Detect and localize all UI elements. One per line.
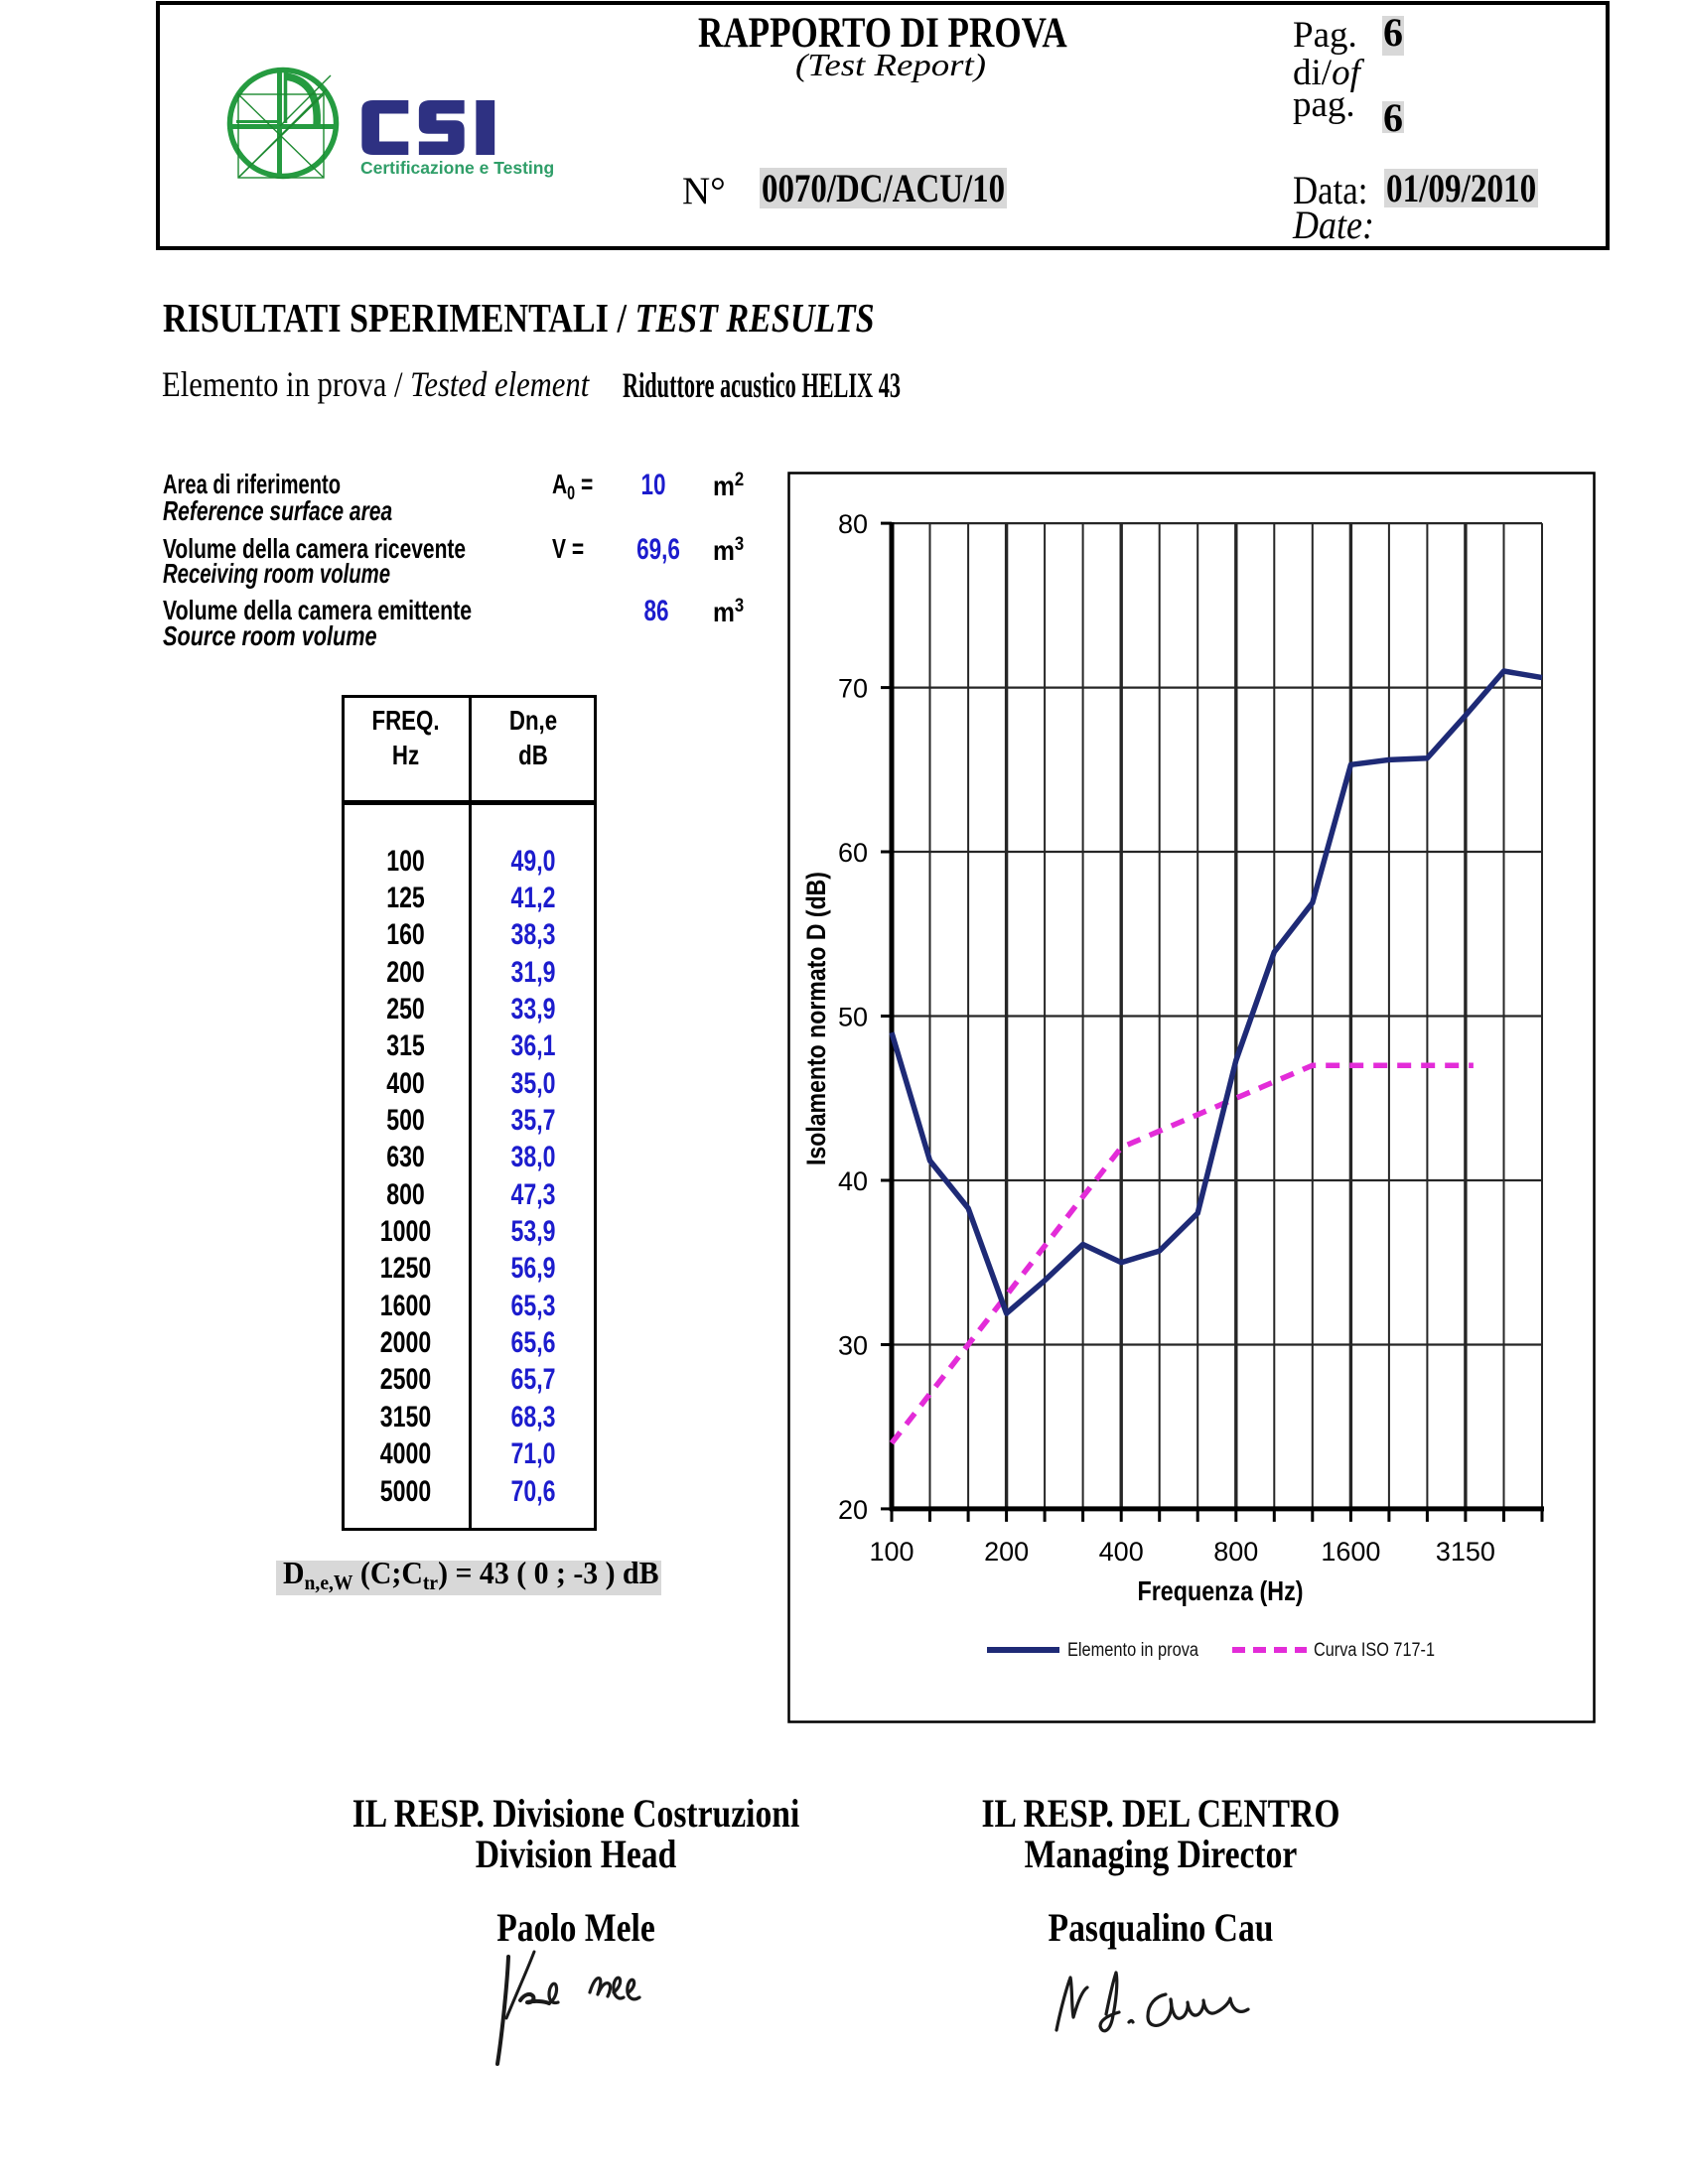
- svg-text:Curva ISO 717-1: Curva ISO 717-1: [1314, 1640, 1435, 1661]
- svg-text:40: 40: [838, 1166, 868, 1196]
- svg-text:800: 800: [1213, 1537, 1258, 1567]
- svg-text:20: 20: [838, 1495, 868, 1525]
- svg-text:80: 80: [838, 509, 868, 539]
- svg-text:Elemento in prova: Elemento in prova: [1067, 1640, 1198, 1661]
- svg-text:30: 30: [838, 1331, 868, 1361]
- svg-text:Frequenza (Hz): Frequenza (Hz): [1138, 1575, 1304, 1606]
- svg-text:3150: 3150: [1436, 1537, 1495, 1567]
- svg-text:400: 400: [1099, 1537, 1144, 1567]
- svg-text:100: 100: [869, 1537, 914, 1567]
- svg-text:50: 50: [838, 1003, 868, 1032]
- svg-text:1600: 1600: [1321, 1537, 1380, 1567]
- svg-text:Isolamento normato D (dB): Isolamento normato D (dB): [801, 872, 831, 1165]
- svg-text:70: 70: [838, 674, 868, 704]
- svg-text:60: 60: [838, 838, 868, 868]
- svg-text:200: 200: [984, 1537, 1029, 1567]
